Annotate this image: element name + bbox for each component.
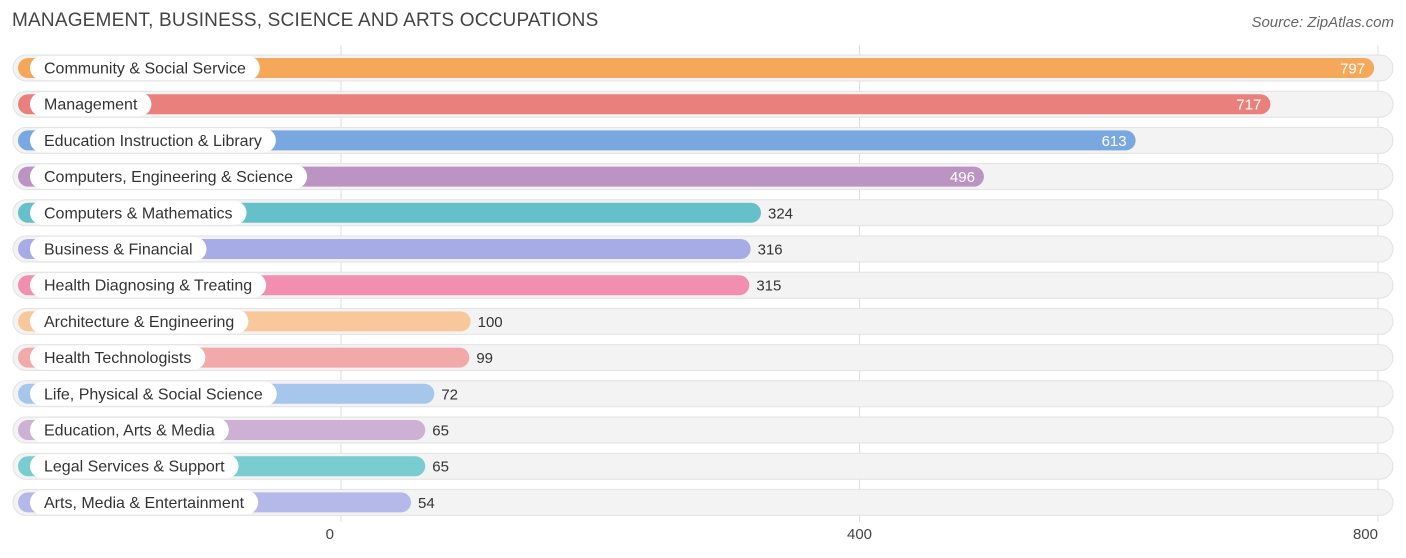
value-label: 324 [768,205,793,222]
chart-source: Source: ZipAtlas.com [1251,14,1394,31]
category-label-pill [30,418,229,442]
category-label: Business & Financial [44,242,193,259]
category-label: Life, Physical & Social Science [44,386,263,403]
value-label: 100 [478,314,503,331]
bar[interactable] [18,58,1375,78]
category-label-pill [30,92,152,117]
x-tick-label: 400 [847,526,872,543]
category-label: Computers, Engineering & Science [44,169,293,186]
bar[interactable] [18,94,1271,115]
value-label: 54 [418,495,435,512]
category-label-pill [30,164,308,189]
category-label-pill [30,381,277,406]
category-label: Health Diagnosing & Treating [44,278,252,295]
category-label-pill [30,128,276,153]
value-label: 72 [441,386,458,403]
category-label: Community & Social Service [44,61,246,78]
category-label: Computers & Mathematics [44,205,233,222]
bar[interactable] [18,130,1136,151]
category-label: Architecture & Engineering [44,314,234,331]
category-label: Management [44,97,138,114]
value-label: 65 [432,423,449,440]
category-label-pill [30,200,247,225]
category-label-pill [30,454,239,479]
x-tick-label: 0 [326,526,334,543]
category-label: Legal Services & Support [44,459,225,476]
value-label: 99 [476,350,493,367]
category-label: Arts, Media & Entertainment [44,495,245,512]
value-label: 613 [1102,133,1127,150]
category-label: Health Technologists [44,350,191,367]
category-label-pill [30,490,259,515]
value-label: 315 [756,278,781,295]
category-label-pill [30,345,206,370]
value-label: 316 [758,242,783,259]
category-label-pill [30,237,207,261]
chart-title: MANAGEMENT, BUSINESS, SCIENCE AND ARTS O… [12,10,599,31]
value-label: 496 [950,169,975,186]
category-label: Education, Arts & Media [44,423,215,440]
value-label: 717 [1236,97,1261,114]
category-label: Education Instruction & Library [44,133,262,150]
category-label-pill [30,56,260,80]
value-label: 797 [1340,61,1365,78]
x-tick-label: 800 [1353,526,1378,543]
category-label-pill [30,309,249,334]
category-label-pill [30,273,267,298]
value-label: 65 [432,459,449,476]
